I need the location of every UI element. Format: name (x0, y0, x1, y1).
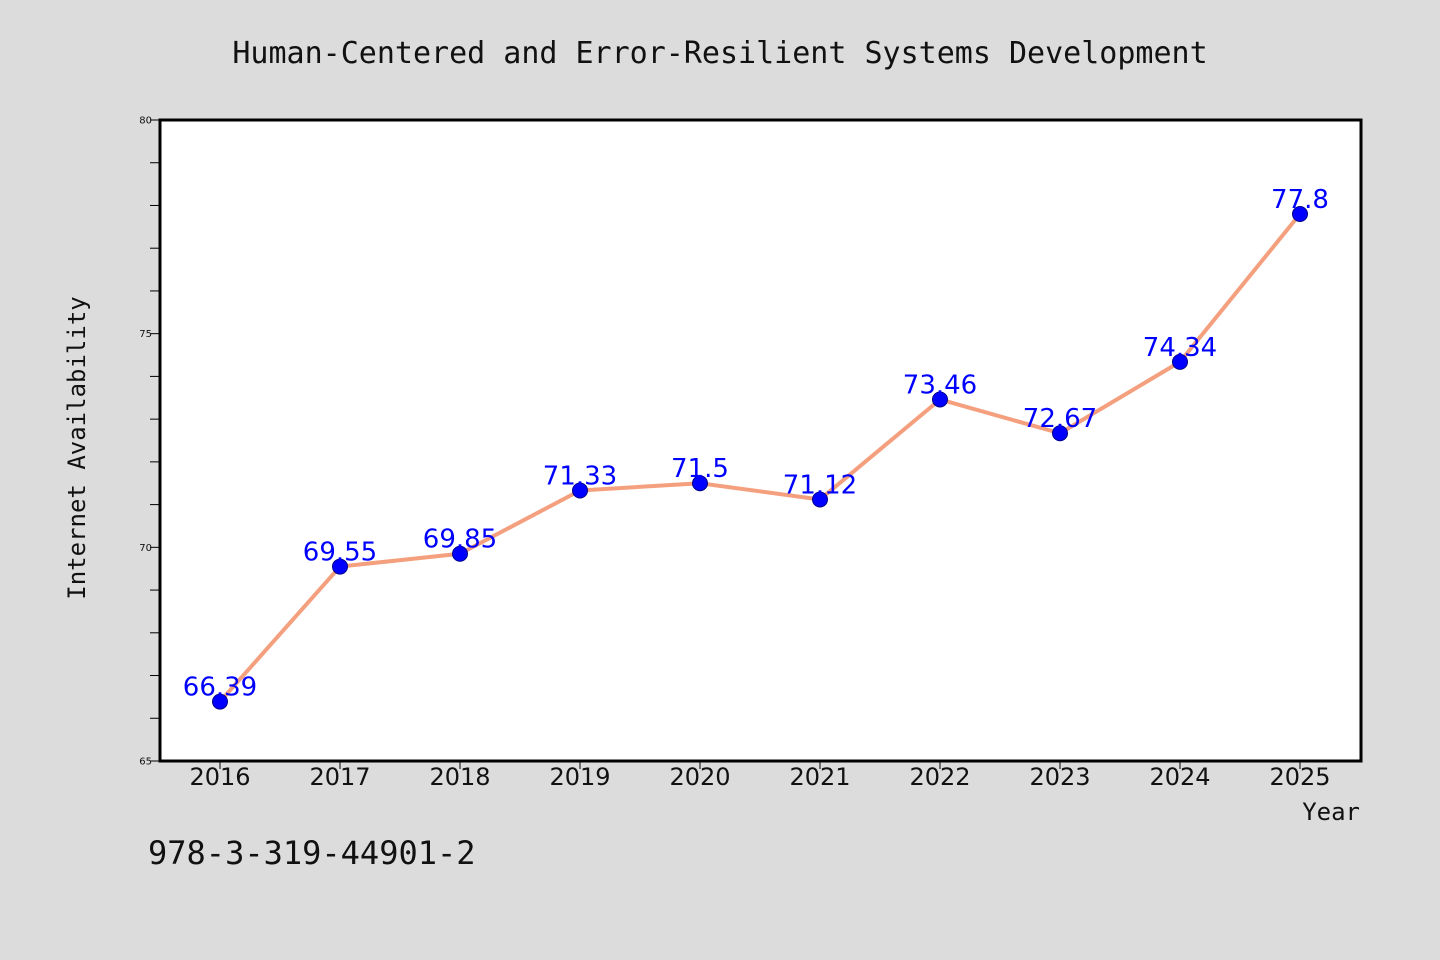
x-tick-label: 2024 (1149, 763, 1210, 791)
data-labels: 66.39 69.55 69.85 71.33 71.5 71.12 73.46 72.67 7… (183, 185, 1329, 703)
data-label: 69.85 (423, 525, 497, 555)
x-axis: 2016 2017 2018 2019 2020 2021 2022 2023 2024 2025 (189, 761, 1331, 791)
data-label: 71.33 (543, 461, 617, 491)
data-label: 66.39 (183, 673, 257, 703)
data-point (932, 391, 948, 408)
data-markers (212, 206, 1308, 710)
data-point (212, 693, 228, 710)
x-tick-label: 2021 (789, 763, 850, 791)
y-axis: 65 70 75 80 (139, 116, 160, 768)
data-label: 77.8 (1271, 185, 1329, 215)
y-tick-label: 70 (139, 543, 152, 554)
data-point (1052, 425, 1068, 442)
data-label: 71.5 (671, 454, 729, 484)
data-point (452, 545, 468, 562)
x-tick-label: 2017 (309, 763, 370, 791)
footnote-isbn: 978-3-319-44901-2 (148, 834, 476, 872)
data-label: 73.46 (903, 370, 977, 400)
x-tick-label: 2018 (429, 763, 490, 791)
data-label: 69.55 (303, 538, 377, 568)
data-point (1172, 353, 1188, 370)
x-tick-label: 2023 (1029, 763, 1090, 791)
y-tick-label: 65 (139, 757, 152, 768)
series-line (218, 212, 1302, 704)
plot-area (158, 118, 1363, 763)
x-tick-label: 2016 (189, 763, 250, 791)
x-axis-label: Year (1302, 798, 1360, 826)
data-point (572, 482, 588, 499)
data-point (332, 558, 348, 575)
x-tick-label: 2020 (669, 763, 730, 791)
data-point (692, 475, 708, 492)
x-tick-label: 2025 (1269, 763, 1330, 791)
data-label: 71.12 (783, 470, 857, 500)
y-axis-label: Internet Availability (63, 296, 91, 599)
data-point (812, 491, 828, 508)
x-tick-label: 2019 (549, 763, 610, 791)
data-point (1292, 206, 1308, 223)
data-label: 74.34 (1143, 333, 1217, 363)
y-tick-label: 75 (139, 329, 152, 340)
chart-title: Human-Centered and Error-Resilient Syste… (232, 36, 1207, 71)
x-tick-label: 2022 (909, 763, 970, 791)
y-tick-label: 80 (139, 116, 152, 127)
data-label: 72.67 (1023, 404, 1097, 434)
